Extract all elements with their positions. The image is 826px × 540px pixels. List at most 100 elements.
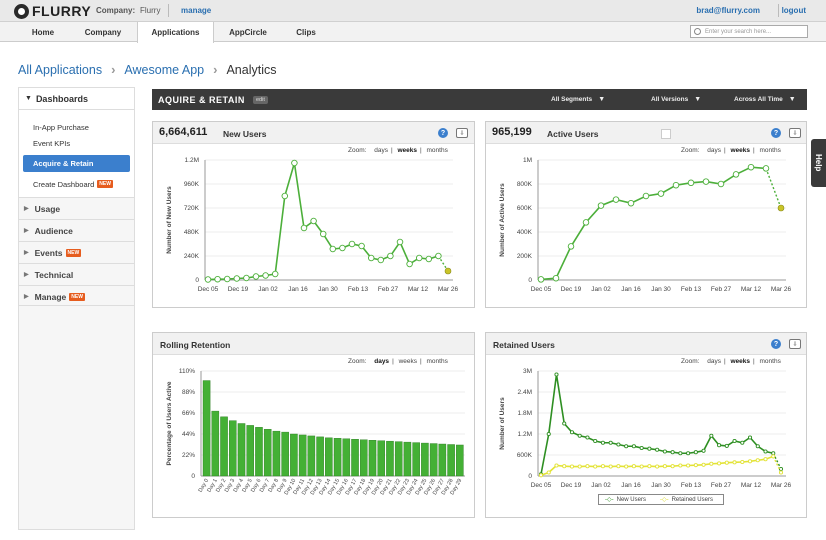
zoom-weeks[interactable]: weeks [398,358,417,365]
triangle-right-icon: ▶ [24,228,29,234]
y-tick-label: 800K [517,181,533,188]
export-icon[interactable]: ⇩ [789,339,801,349]
sidebar-group-events[interactable]: ▶ Events NEW [19,241,134,263]
manage-link[interactable]: manage [181,6,212,15]
sidebar-item-in-app-purchase[interactable]: In-App Purchase [33,122,89,132]
data-point [747,435,753,440]
data-point [546,470,551,475]
export-icon[interactable]: ⇩ [789,128,801,138]
zoom-weeks[interactable]: weeks [730,147,750,154]
user-email-link[interactable]: brad@flurry.com [696,6,760,15]
data-point [678,463,683,468]
breadcrumb-awesome-app[interactable]: Awesome App [124,62,205,77]
data-point [670,450,675,455]
help-icon[interactable]: ? [438,128,448,138]
zoom-controls: Zoom: days | weeks | months [348,147,448,154]
zoom-weeks[interactable]: weeks [397,147,417,154]
series-line [540,166,767,281]
panel-header: Rolling Retention [153,333,474,355]
retention-bar [333,438,342,477]
sidebar-item-event-kpis[interactable]: Event KPIs [33,138,71,148]
x-tick-label: Jan 02 [258,286,278,293]
breadcrumb-all-applications[interactable]: All Applications [18,62,103,77]
sidebar-dashboards-label: Dashboards [35,93,88,104]
data-point [662,449,667,454]
data-point [593,464,598,469]
data-point [367,254,375,262]
zoom-months[interactable]: months [426,358,448,365]
export-icon[interactable]: ⇩ [456,128,468,138]
x-tick-label: Mar 12 [741,482,762,489]
zoom-days[interactable]: days [707,147,721,154]
sidebar-group-manage[interactable]: ▶ Manage NEW [19,285,134,307]
segments-dropdown[interactable]: All Segments ▼ [551,96,605,103]
retention-bar [421,442,429,477]
zoom-controls: Zoom: days | weeks | months [681,147,781,154]
triangle-right-icon: ▶ [24,294,29,300]
legend-line-icon: -◇- [659,497,669,503]
sidebar-group-audience[interactable]: ▶ Audience [19,219,134,241]
sidebar-item-acquire-retain[interactable]: Acquire & Retain [23,155,130,172]
search-input[interactable]: Enter your search here... [690,25,808,38]
versions-dropdown[interactable]: All Versions ▼ [651,96,701,103]
edit-button[interactable]: edit [253,96,268,104]
sidebar-group-usage[interactable]: ▶ Usage [19,197,134,219]
retention-bar [351,439,359,477]
sidebar-dashboards[interactable]: ▼ Dashboards [19,88,134,110]
data-point [778,466,784,472]
company-label: Company: [96,6,136,15]
x-tick-label: Dec 05 [531,286,552,293]
logout-link[interactable]: logout [781,6,806,15]
data-point [582,219,590,226]
tab-applications[interactable]: Applications [137,22,214,43]
data-point [300,224,308,232]
zoom-label: Zoom: [681,358,700,365]
zoom-days[interactable]: days [374,358,390,365]
retention-bar [211,410,220,477]
retention-bar [316,436,324,477]
breadcrumb: All Applications › Awesome App › Analyti… [18,62,276,77]
zoom-months[interactable]: months [759,358,781,365]
data-point [747,163,755,171]
panel-title: New Users [223,129,267,139]
divider [168,4,169,17]
data-point [562,464,567,469]
x-tick-label: Jan 30 [651,482,671,489]
zoom-days[interactable]: days [707,358,721,365]
data-point [546,431,551,437]
help-tab[interactable]: Help [811,139,826,187]
tab-company[interactable]: Company [84,27,122,37]
data-point [642,192,650,200]
data-point [243,274,250,282]
data-point [717,443,722,448]
x-tick-label: Feb 13 [348,286,369,293]
data-point [624,444,629,449]
data-point [655,447,660,452]
retention-bar [263,429,272,477]
main-nav: Home Company Applications AppCircle Clip… [0,22,826,43]
zoom-months[interactable]: months [426,147,448,154]
data-point [608,464,613,469]
tab-home[interactable]: Home [31,27,55,37]
retention-bar [202,380,211,477]
top-bar: FLURRY Company: Flurry manage brad@flurr… [0,0,826,22]
flurry-logo[interactable]: FLURRY [14,3,91,19]
time-range-dropdown[interactable]: Across All Time ▼ [734,96,796,103]
new-badge: NEW [97,180,113,188]
tab-appcircle[interactable]: AppCircle [229,27,267,37]
sidebar-group-technical[interactable]: ▶ Technical [19,263,134,285]
sidebar-item-create-dashboard[interactable]: Create Dashboard NEW [19,176,134,192]
x-tick-label: Mar 26 [771,482,792,489]
x-tick-label: Jan 16 [621,286,641,293]
data-point [687,179,695,187]
tab-clips[interactable]: Clips [296,27,316,37]
zoom-weeks[interactable]: weeks [730,358,750,365]
zoom-days[interactable]: days [374,147,388,154]
zoom-months[interactable]: months [759,147,781,154]
compare-checkbox[interactable] [661,129,671,139]
help-icon[interactable]: ? [771,128,781,138]
help-icon[interactable]: ? [771,339,781,349]
retention-bar [359,439,368,477]
sidebar-group-label: Technical [34,269,74,280]
retention-bar [368,440,377,477]
